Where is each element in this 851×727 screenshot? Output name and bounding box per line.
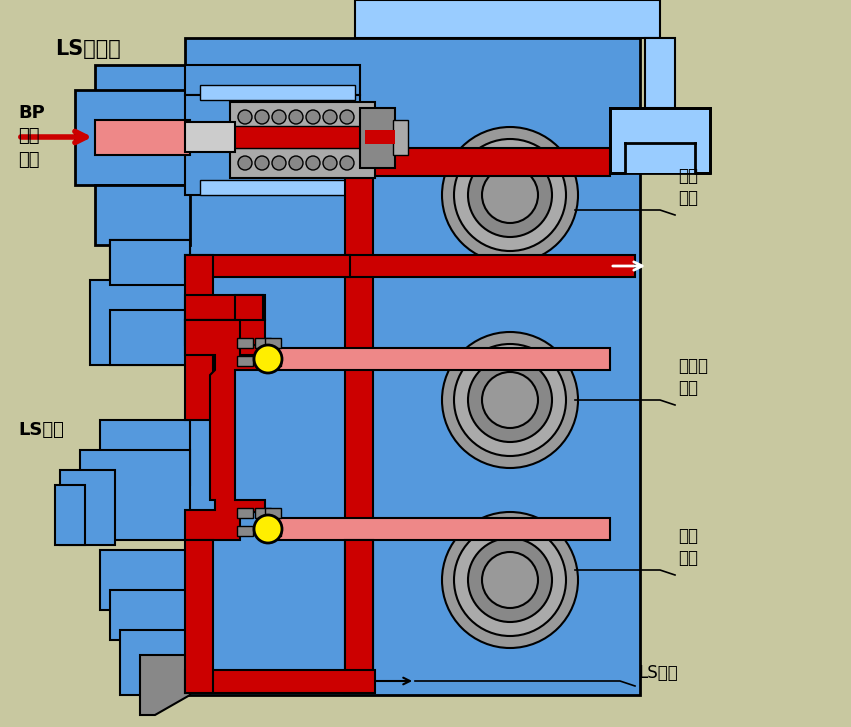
- Polygon shape: [140, 655, 190, 715]
- Bar: [75, 90, 190, 185]
- Circle shape: [306, 110, 320, 124]
- Bar: [255, 356, 271, 366]
- Polygon shape: [185, 320, 265, 540]
- Bar: [100, 550, 190, 610]
- Bar: [345, 148, 373, 693]
- Circle shape: [238, 156, 252, 170]
- Circle shape: [272, 110, 286, 124]
- Bar: [185, 255, 350, 277]
- Bar: [90, 280, 190, 365]
- Circle shape: [323, 156, 337, 170]
- Circle shape: [289, 156, 303, 170]
- Circle shape: [272, 156, 286, 170]
- Bar: [237, 356, 253, 366]
- Bar: [185, 295, 265, 320]
- Bar: [185, 540, 213, 693]
- Bar: [365, 130, 395, 144]
- Bar: [185, 670, 375, 693]
- Bar: [255, 508, 271, 518]
- Circle shape: [482, 372, 538, 428]
- Text: BP
先导
压力: BP 先导 压力: [18, 104, 45, 169]
- Bar: [237, 508, 253, 518]
- Circle shape: [482, 167, 538, 223]
- Circle shape: [323, 110, 337, 124]
- Bar: [185, 65, 360, 95]
- Bar: [110, 310, 190, 365]
- Bar: [235, 295, 263, 355]
- Text: LS回路: LS回路: [638, 664, 677, 682]
- Bar: [185, 126, 375, 148]
- Bar: [185, 38, 640, 695]
- Circle shape: [442, 512, 578, 648]
- Text: 左行走
滑阀: 左行走 滑阀: [678, 357, 708, 397]
- Bar: [393, 120, 408, 155]
- Bar: [265, 526, 281, 536]
- Bar: [255, 526, 271, 536]
- Bar: [60, 470, 115, 545]
- Bar: [610, 108, 710, 173]
- Bar: [355, 0, 660, 38]
- Bar: [230, 102, 375, 132]
- Bar: [645, 38, 675, 108]
- Bar: [100, 420, 190, 485]
- Bar: [185, 95, 360, 195]
- Circle shape: [468, 153, 552, 237]
- Circle shape: [254, 345, 282, 373]
- Bar: [185, 320, 265, 345]
- Circle shape: [255, 156, 269, 170]
- Bar: [265, 508, 281, 518]
- Bar: [360, 108, 395, 168]
- Bar: [265, 518, 610, 540]
- Circle shape: [454, 344, 566, 456]
- Text: LS选择阀: LS选择阀: [55, 39, 121, 59]
- Circle shape: [306, 156, 320, 170]
- Bar: [185, 122, 235, 152]
- Bar: [110, 590, 190, 640]
- Bar: [345, 255, 635, 277]
- Bar: [265, 348, 610, 370]
- Bar: [345, 540, 373, 693]
- Bar: [95, 185, 190, 245]
- Text: LS梭阀: LS梭阀: [18, 421, 64, 439]
- Circle shape: [442, 127, 578, 263]
- Circle shape: [289, 110, 303, 124]
- Bar: [185, 255, 213, 420]
- Circle shape: [482, 552, 538, 608]
- Bar: [265, 338, 281, 348]
- Bar: [255, 338, 271, 348]
- Bar: [110, 240, 190, 285]
- Bar: [95, 120, 190, 155]
- Bar: [95, 65, 190, 135]
- Circle shape: [238, 110, 252, 124]
- Circle shape: [468, 358, 552, 442]
- Bar: [55, 485, 85, 545]
- Text: 斗杆
滑阀: 斗杆 滑阀: [678, 527, 698, 567]
- Bar: [625, 143, 695, 173]
- Bar: [200, 85, 355, 100]
- Circle shape: [442, 332, 578, 468]
- Circle shape: [340, 156, 354, 170]
- Bar: [345, 148, 610, 176]
- Bar: [237, 338, 253, 348]
- Circle shape: [454, 524, 566, 636]
- Bar: [230, 148, 375, 178]
- Bar: [185, 126, 375, 148]
- Circle shape: [468, 538, 552, 622]
- Text: 回转
滑阀: 回转 滑阀: [678, 166, 698, 207]
- Bar: [120, 630, 190, 695]
- Circle shape: [254, 515, 282, 543]
- Bar: [80, 450, 190, 540]
- Circle shape: [255, 110, 269, 124]
- Bar: [110, 240, 190, 340]
- Bar: [265, 356, 281, 366]
- Bar: [200, 180, 355, 195]
- Circle shape: [454, 139, 566, 251]
- Bar: [237, 526, 253, 536]
- Circle shape: [340, 110, 354, 124]
